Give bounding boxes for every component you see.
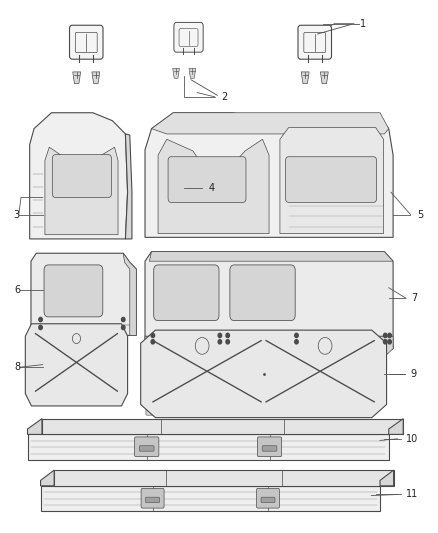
Circle shape (226, 340, 230, 344)
FancyBboxPatch shape (174, 22, 203, 52)
Polygon shape (92, 72, 100, 84)
Circle shape (151, 340, 155, 344)
Polygon shape (280, 127, 384, 233)
Circle shape (151, 333, 155, 337)
Text: 4: 4 (208, 183, 214, 193)
Circle shape (384, 340, 387, 344)
Text: 11: 11 (406, 489, 418, 499)
Polygon shape (73, 72, 81, 84)
FancyBboxPatch shape (306, 405, 325, 415)
FancyBboxPatch shape (344, 405, 363, 415)
Circle shape (388, 333, 391, 337)
FancyBboxPatch shape (261, 497, 275, 503)
Polygon shape (173, 68, 180, 78)
FancyBboxPatch shape (52, 155, 112, 198)
Polygon shape (389, 419, 403, 434)
Circle shape (388, 340, 391, 344)
FancyBboxPatch shape (154, 265, 219, 320)
Text: 7: 7 (411, 293, 417, 303)
Polygon shape (125, 134, 132, 239)
FancyBboxPatch shape (257, 488, 279, 508)
FancyBboxPatch shape (145, 497, 159, 503)
Text: 5: 5 (417, 209, 423, 220)
Polygon shape (31, 253, 136, 335)
Polygon shape (41, 486, 380, 512)
Polygon shape (25, 324, 127, 406)
Polygon shape (380, 470, 394, 486)
Circle shape (295, 340, 298, 344)
Circle shape (39, 325, 42, 329)
Polygon shape (321, 72, 328, 84)
FancyBboxPatch shape (173, 405, 192, 415)
Text: 10: 10 (406, 434, 418, 444)
Circle shape (384, 333, 387, 337)
Circle shape (121, 325, 125, 329)
Text: 1: 1 (360, 19, 367, 29)
Polygon shape (42, 419, 403, 434)
Polygon shape (28, 434, 389, 460)
Polygon shape (54, 470, 394, 486)
Polygon shape (145, 113, 393, 237)
Polygon shape (41, 470, 54, 486)
FancyBboxPatch shape (44, 265, 103, 317)
Text: 9: 9 (410, 369, 417, 378)
FancyBboxPatch shape (279, 405, 298, 415)
FancyBboxPatch shape (141, 488, 164, 508)
Circle shape (226, 333, 230, 337)
FancyBboxPatch shape (298, 25, 332, 59)
FancyBboxPatch shape (168, 157, 246, 203)
Polygon shape (149, 163, 179, 232)
Polygon shape (28, 419, 42, 434)
FancyBboxPatch shape (262, 446, 277, 451)
Polygon shape (141, 330, 387, 418)
Polygon shape (123, 253, 136, 335)
Polygon shape (301, 72, 309, 84)
Circle shape (121, 317, 125, 321)
FancyBboxPatch shape (76, 393, 87, 403)
FancyBboxPatch shape (56, 393, 67, 403)
FancyBboxPatch shape (286, 157, 377, 203)
Polygon shape (189, 68, 196, 78)
Polygon shape (152, 113, 389, 134)
Circle shape (218, 333, 222, 337)
Polygon shape (30, 113, 127, 239)
Polygon shape (145, 252, 393, 349)
Polygon shape (145, 336, 393, 357)
FancyBboxPatch shape (70, 25, 103, 59)
Circle shape (218, 340, 222, 344)
FancyBboxPatch shape (258, 437, 282, 457)
FancyBboxPatch shape (93, 393, 104, 403)
Text: 3: 3 (14, 209, 20, 220)
Circle shape (39, 317, 42, 321)
Text: 8: 8 (14, 362, 21, 372)
Text: 2: 2 (221, 92, 227, 102)
FancyBboxPatch shape (139, 446, 154, 451)
FancyBboxPatch shape (38, 393, 49, 403)
Polygon shape (158, 139, 269, 233)
FancyBboxPatch shape (146, 405, 165, 415)
Polygon shape (45, 147, 118, 235)
Text: 6: 6 (14, 285, 21, 295)
Circle shape (295, 333, 298, 337)
Polygon shape (149, 252, 393, 261)
FancyBboxPatch shape (134, 437, 159, 457)
FancyBboxPatch shape (230, 265, 295, 320)
Polygon shape (179, 168, 182, 232)
